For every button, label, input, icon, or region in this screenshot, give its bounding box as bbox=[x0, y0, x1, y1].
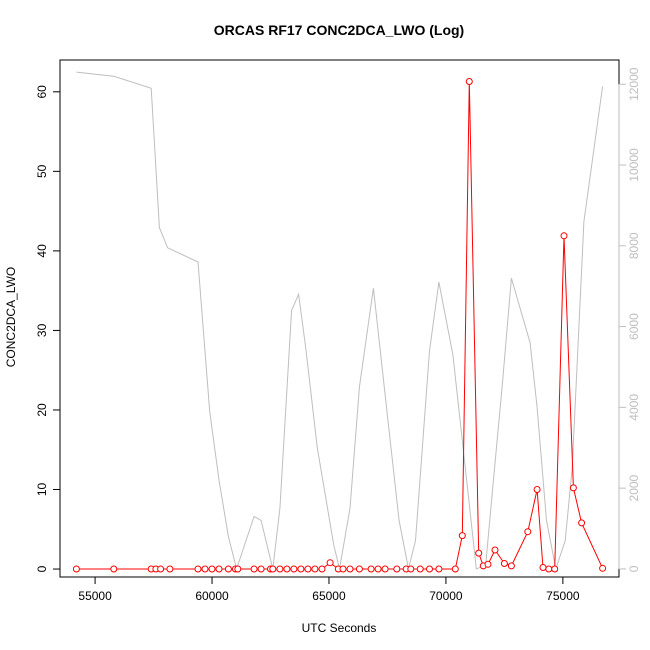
data-point bbox=[72, 565, 80, 573]
data-point bbox=[484, 560, 492, 568]
y-tick-label-left: 50 bbox=[35, 164, 49, 178]
data-point bbox=[318, 565, 326, 573]
x-tick-label: 55000 bbox=[78, 589, 112, 603]
y-tick-label-left: 40 bbox=[35, 244, 49, 258]
data-point bbox=[599, 564, 607, 572]
y-axis-right: 0 2000 4000 6000 8000 10000 12000 bbox=[618, 67, 641, 572]
y-tick-label-left: 30 bbox=[35, 323, 49, 337]
y-tick-label-right: 0 bbox=[627, 565, 641, 572]
y-tick-label-left: 0 bbox=[35, 565, 49, 572]
y-tick-label-right: 6000 bbox=[627, 313, 641, 340]
series-line-right bbox=[76, 71, 604, 571]
y-tick-label-right: 2000 bbox=[627, 474, 641, 501]
y-axis-label: CONC2DCA_LWO bbox=[4, 267, 18, 367]
data-point bbox=[374, 565, 382, 573]
data-point bbox=[355, 565, 363, 573]
y-tick-label-right: 12000 bbox=[627, 67, 641, 101]
data-point bbox=[578, 519, 586, 527]
data-point bbox=[339, 565, 347, 573]
data-point bbox=[507, 562, 515, 570]
data-point bbox=[283, 565, 291, 573]
data-point bbox=[326, 559, 334, 567]
data-point bbox=[393, 565, 401, 573]
y-tick-label-right: 4000 bbox=[627, 394, 641, 421]
data-point bbox=[157, 565, 165, 573]
data-point bbox=[426, 565, 433, 573]
data-point bbox=[551, 565, 559, 573]
y-axis-left: 0 10 20 30 40 50 60 bbox=[35, 85, 61, 572]
y-tick-label-right: 10000 bbox=[627, 148, 641, 182]
data-point bbox=[257, 565, 265, 573]
data-point bbox=[234, 565, 242, 573]
data-point bbox=[208, 565, 216, 573]
data-point bbox=[381, 565, 389, 573]
data-point bbox=[458, 532, 466, 540]
data-point bbox=[491, 546, 499, 554]
data-point bbox=[465, 78, 473, 85]
x-tick-label: 60000 bbox=[195, 589, 229, 603]
data-point bbox=[451, 565, 459, 573]
data-point bbox=[435, 565, 443, 573]
data-point bbox=[250, 565, 258, 573]
series-layer bbox=[72, 71, 607, 573]
y-tick-label-left: 20 bbox=[35, 403, 49, 417]
x-tick-label: 70000 bbox=[429, 589, 463, 603]
data-point bbox=[297, 565, 305, 573]
y-tick-label-right: 8000 bbox=[627, 232, 641, 259]
data-point bbox=[539, 564, 547, 571]
chart-title: ORCAS RF17 CONC2DCA_LWO (Log) bbox=[214, 22, 464, 38]
data-point bbox=[416, 565, 424, 573]
data-point bbox=[304, 565, 312, 573]
data-point bbox=[290, 565, 298, 573]
x-axis: 55000 60000 65000 70000 75000 bbox=[78, 576, 580, 603]
data-point bbox=[569, 484, 577, 492]
data-point bbox=[224, 565, 232, 573]
x-tick-label: 75000 bbox=[546, 589, 580, 603]
x-axis-label: UTC Seconds bbox=[302, 621, 377, 635]
data-point bbox=[367, 565, 375, 573]
data-point bbox=[110, 565, 118, 573]
data-point bbox=[533, 486, 541, 493]
y-tick-label-left: 10 bbox=[35, 483, 49, 497]
data-point bbox=[475, 549, 483, 557]
data-point bbox=[215, 565, 223, 573]
data-point bbox=[269, 565, 277, 573]
data-point bbox=[194, 565, 202, 573]
y-tick-label-left: 60 bbox=[35, 85, 49, 99]
data-point bbox=[166, 565, 174, 573]
data-point bbox=[500, 560, 508, 567]
data-point bbox=[545, 565, 553, 573]
data-point bbox=[560, 232, 568, 240]
x-tick-label: 65000 bbox=[312, 589, 346, 603]
data-point bbox=[524, 528, 532, 536]
data-point bbox=[201, 565, 209, 573]
data-point bbox=[407, 565, 415, 573]
data-point bbox=[311, 565, 319, 573]
data-point bbox=[346, 565, 354, 573]
data-point bbox=[276, 565, 284, 573]
